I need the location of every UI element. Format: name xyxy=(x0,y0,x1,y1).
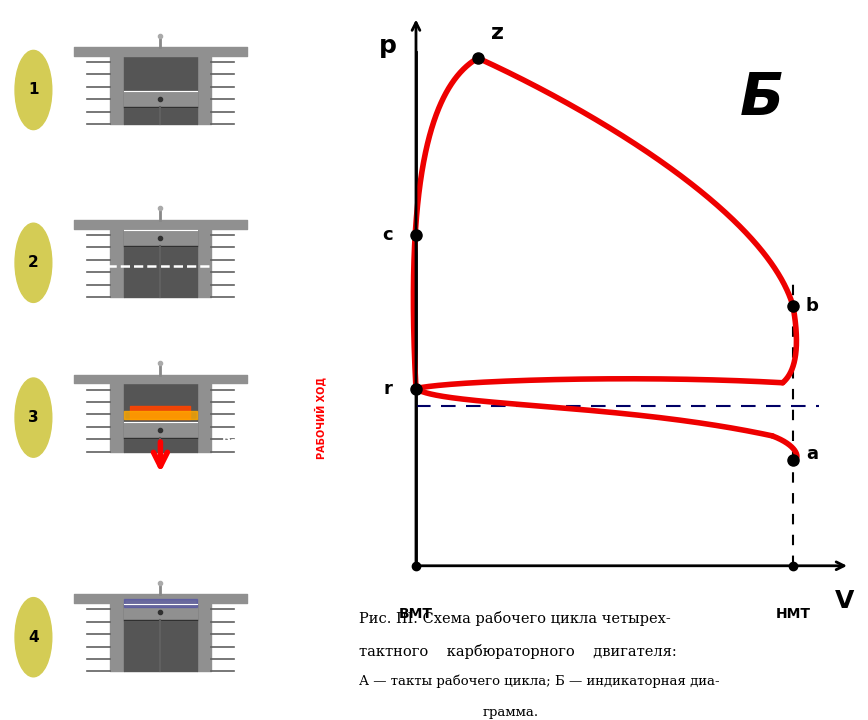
Text: Выпуск: Выпуск xyxy=(254,631,307,644)
Text: c: c xyxy=(382,226,392,244)
Circle shape xyxy=(15,50,52,130)
Text: 2: 2 xyxy=(28,256,39,270)
Text: p: p xyxy=(378,35,397,58)
Text: Сжатие: Сжатие xyxy=(253,256,307,269)
Text: ВМТ: ВМТ xyxy=(399,607,433,621)
Text: Сгорание: Сгорание xyxy=(123,303,187,316)
Text: b: b xyxy=(806,297,819,315)
Circle shape xyxy=(15,223,52,302)
Text: 1: 1 xyxy=(28,83,39,97)
Text: V: V xyxy=(835,589,854,613)
Text: Расширение: Расширение xyxy=(222,436,307,449)
Text: 4: 4 xyxy=(28,630,39,644)
Text: Рис. III. Схема рабочего цикла четырех-: Рис. III. Схема рабочего цикла четырех- xyxy=(359,611,671,626)
Text: грамма.: грамма. xyxy=(483,706,539,719)
Circle shape xyxy=(15,598,52,677)
Text: r: r xyxy=(384,379,392,397)
Text: НМТ: НМТ xyxy=(775,607,811,621)
Text: А: А xyxy=(285,18,304,42)
Text: тактного    карбюраторного    двигателя:: тактного карбюраторного двигателя: xyxy=(359,644,677,659)
Text: a: a xyxy=(806,444,818,462)
Text: z: z xyxy=(491,23,504,43)
Text: 3: 3 xyxy=(28,410,39,425)
Text: Б: Б xyxy=(740,70,785,127)
Text: Впуск: Впуск xyxy=(266,84,307,96)
Circle shape xyxy=(15,378,52,457)
Text: РАБОЧИЙ ХОД: РАБОЧИЙ ХОД xyxy=(315,377,326,459)
Text: А — такты рабочего цикла; Б — индикаторная диа-: А — такты рабочего цикла; Б — индикаторн… xyxy=(359,675,720,688)
